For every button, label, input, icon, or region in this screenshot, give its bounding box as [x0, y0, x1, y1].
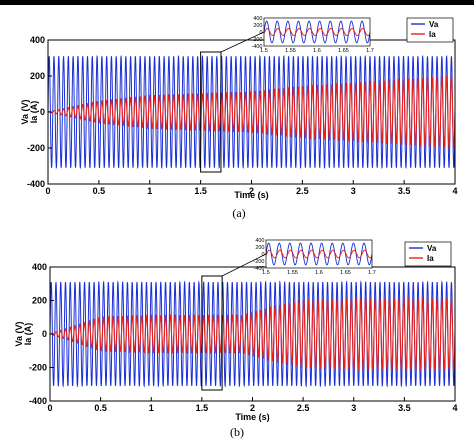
y-tick-label: 0	[42, 329, 47, 339]
zoom-region-box	[201, 275, 223, 391]
series-ia-line	[50, 296, 455, 372]
inset-y-tick-label: 400	[253, 16, 262, 22]
x-tick-label: 2	[249, 186, 254, 196]
y-tick-label: 400	[32, 262, 47, 272]
x-tick-label: 0.5	[93, 186, 106, 196]
y-tick-label: 200	[32, 296, 47, 306]
inset-y-tick-label: 200	[253, 23, 262, 29]
figure-caption: (b)	[230, 425, 244, 439]
x-tick-label: 2.5	[296, 186, 309, 196]
inset-x-tick-label: 1.55	[287, 270, 298, 276]
series-ia-line	[48, 75, 455, 150]
inset-x-tick-label: 1.5	[260, 48, 268, 54]
y-axis-label: Va (V)Ia (A)	[20, 99, 39, 124]
x-tick-label: 1.5	[194, 186, 207, 196]
inset-frame	[263, 17, 371, 47]
inset-x-tick-label: 1.7	[366, 48, 374, 54]
inset-series-va-line	[264, 20, 370, 44]
x-axis-label: Time (s)	[235, 412, 269, 422]
inset-x-tick-label: 1.7	[368, 270, 376, 276]
zoom-region-box	[200, 51, 222, 173]
x-tick-label: 2.5	[297, 403, 310, 413]
y-tick-label: -400	[29, 396, 47, 406]
inset-y-tick-label: -200	[253, 259, 264, 265]
x-tick-label: 1	[149, 403, 154, 413]
legend-label-va: Va	[427, 244, 437, 253]
y-tick-label: 0	[40, 107, 45, 117]
x-tick-label: 1	[147, 186, 152, 196]
inset-y-tick-label: 200	[255, 245, 264, 251]
inset-series-ia-line	[266, 249, 372, 259]
inset-y-tick-label: 0	[261, 252, 264, 258]
zoom-connector	[220, 31, 265, 53]
y-tick-label: -400	[27, 179, 45, 189]
inset-x-tick-label: 1.55	[285, 48, 296, 54]
x-tick-label: 2	[250, 403, 255, 413]
x-tick-label: 0	[45, 186, 50, 196]
inset-series-ia-line	[264, 27, 370, 37]
legend-label-ia: Ia	[427, 254, 434, 263]
inset-y-tick-label: -200	[251, 37, 262, 43]
inset-y-tick-label: 0	[259, 30, 262, 36]
inset-x-tick-label: 1.65	[340, 270, 351, 276]
zoom-connector	[221, 253, 267, 277]
figure-caption: (a)	[232, 206, 245, 220]
inset-x-tick-label: 1.65	[338, 48, 349, 54]
y-tick-label: 200	[30, 71, 45, 81]
x-tick-label: 4	[452, 186, 457, 196]
x-axis-label: Time (s)	[234, 190, 268, 200]
y-tick-label: 400	[30, 35, 45, 45]
y-tick-label: -200	[29, 363, 47, 373]
inset-x-tick-label: 1.6	[313, 48, 321, 54]
x-tick-label: 0	[47, 403, 52, 413]
inset-y-tick-label: 400	[255, 238, 264, 244]
inset-frame	[265, 239, 373, 269]
x-tick-label: 3.5	[398, 186, 411, 196]
x-tick-label: 3	[351, 403, 356, 413]
x-tick-label: 0.5	[94, 403, 107, 413]
inset-y-tick-label: -400	[253, 266, 264, 272]
y-axis-label: Va (V)Ia (A)	[14, 321, 33, 346]
legend-label-va: Va	[429, 20, 439, 29]
x-tick-label: 3.5	[398, 403, 411, 413]
legend-box	[404, 241, 452, 267]
legend-box	[406, 17, 454, 43]
x-tick-label: 4	[452, 403, 457, 413]
inset-y-tick-label: -400	[251, 44, 262, 50]
legend-label-ia: Ia	[429, 30, 436, 39]
inset-x-tick-label: 1.5	[262, 270, 270, 276]
inset-series-va-line	[266, 242, 372, 266]
inset-x-tick-label: 1.6	[315, 270, 323, 276]
y-tick-label: -200	[27, 143, 45, 153]
x-tick-label: 3	[351, 186, 356, 196]
x-tick-label: 1.5	[196, 403, 209, 413]
top-border	[0, 0, 474, 5]
